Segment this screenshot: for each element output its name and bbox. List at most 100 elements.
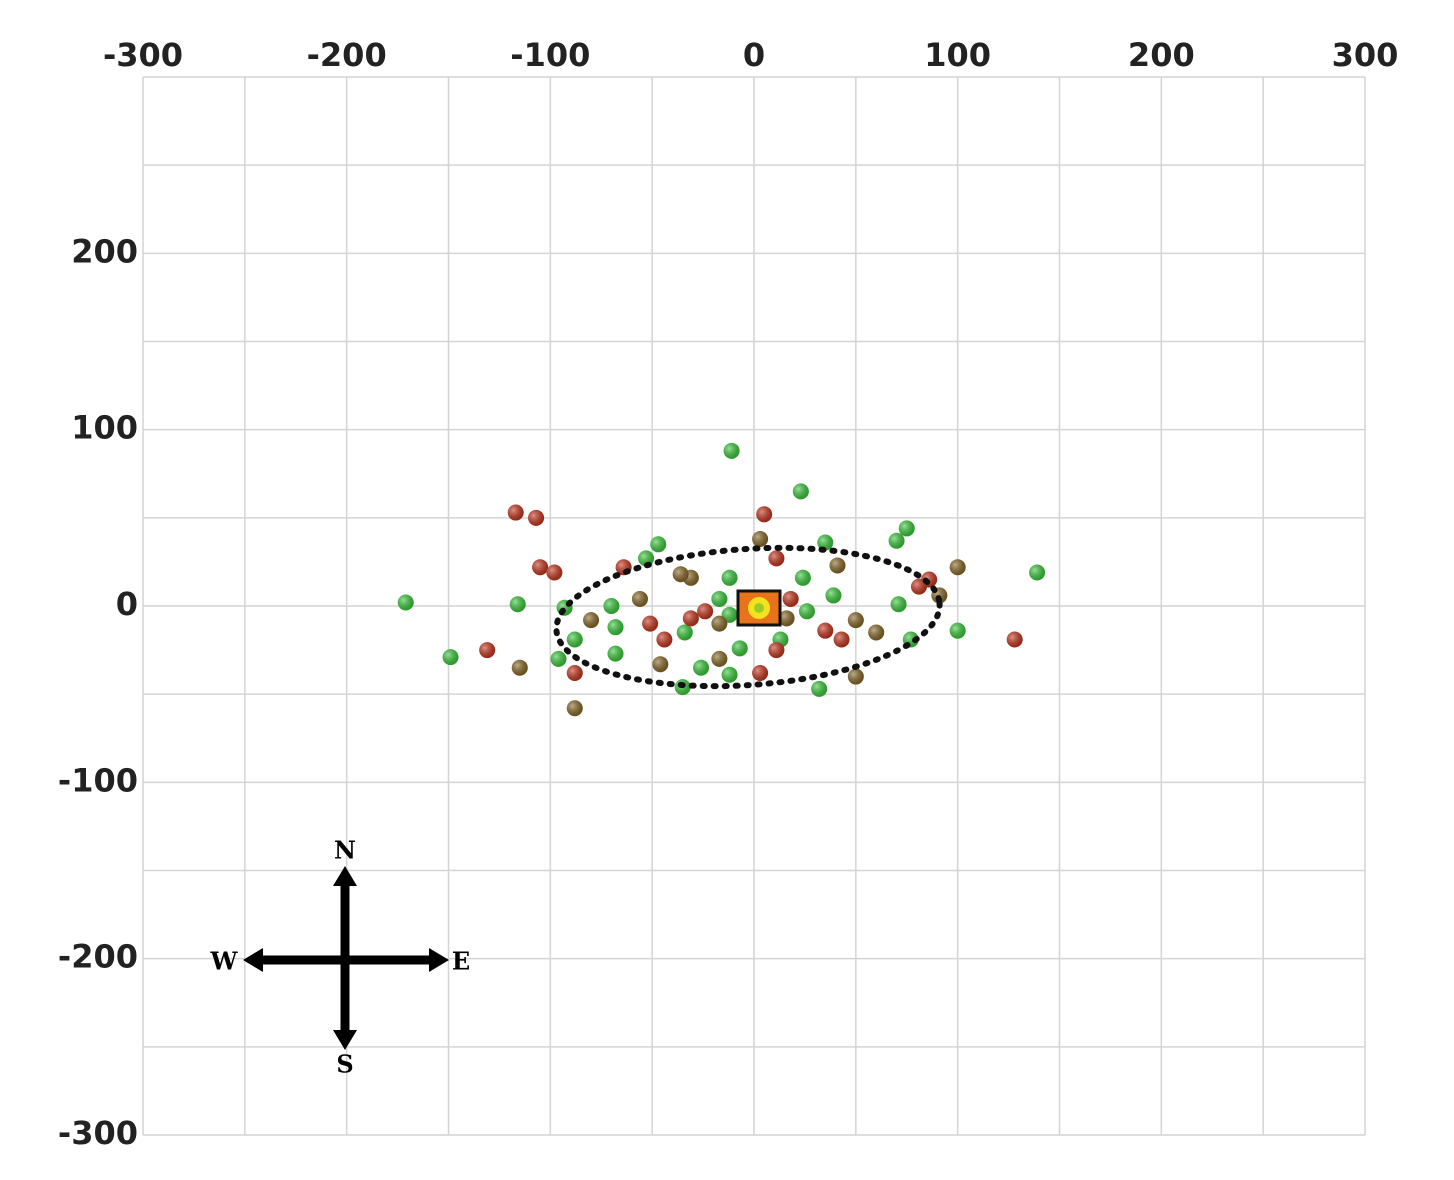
point-shade <box>603 598 620 614</box>
y-tick-label: -200 <box>58 938 138 976</box>
point-shade <box>817 622 834 639</box>
point <box>949 622 966 639</box>
compass-east: E <box>452 947 470 976</box>
point <box>888 532 905 549</box>
compass-west: W <box>210 947 239 976</box>
y-tick-label: 100 <box>71 409 138 447</box>
point-shade <box>910 578 927 595</box>
point-shade <box>888 532 905 549</box>
point <box>782 590 799 607</box>
point <box>509 596 526 613</box>
point-shade <box>479 642 496 659</box>
point-shade <box>778 610 795 627</box>
point-shade <box>731 640 748 657</box>
point-shade <box>507 504 524 521</box>
point <box>511 659 528 676</box>
y-tick-label: -100 <box>58 761 138 799</box>
point <box>731 640 748 657</box>
point <box>890 596 907 613</box>
point <box>868 624 885 641</box>
point-shade <box>1029 564 1046 581</box>
point-shade <box>682 610 699 627</box>
point-shade <box>528 509 545 526</box>
point-shade <box>532 559 549 576</box>
point-shade <box>794 569 811 586</box>
point <box>656 631 673 648</box>
point <box>566 631 583 648</box>
point-shade <box>442 649 459 666</box>
point-shade <box>847 612 864 629</box>
point <box>682 610 699 627</box>
point <box>532 559 549 576</box>
point-shade <box>711 590 728 607</box>
point-shade <box>642 615 659 632</box>
point-shade <box>949 622 966 639</box>
point <box>898 520 915 537</box>
x-tick-label: -100 <box>510 36 590 74</box>
point <box>833 631 850 648</box>
point-shade <box>566 665 583 682</box>
point-shade <box>693 659 710 676</box>
point-shade <box>798 603 815 620</box>
point-shade <box>676 624 693 641</box>
point <box>583 612 600 629</box>
point <box>550 650 567 667</box>
point <box>607 619 624 636</box>
point-shade <box>550 650 567 667</box>
point <box>1006 631 1023 648</box>
point-shade <box>697 603 714 620</box>
point <box>397 594 414 611</box>
point <box>798 603 815 620</box>
x-tick-label: 100 <box>924 36 991 74</box>
point <box>768 550 785 567</box>
point-shade <box>723 442 740 459</box>
x-tick-label: -300 <box>103 36 183 74</box>
x-tick-label: 300 <box>1332 36 1399 74</box>
point-shade <box>511 659 528 676</box>
point-shade <box>829 557 846 574</box>
point-shade <box>607 619 624 636</box>
point <box>825 587 842 604</box>
point <box>817 622 834 639</box>
point <box>910 578 927 595</box>
point <box>752 530 769 547</box>
point <box>607 645 624 662</box>
point <box>697 603 714 620</box>
point <box>711 615 728 632</box>
point <box>642 615 659 632</box>
point-shade <box>656 631 673 648</box>
point-shade <box>768 550 785 567</box>
point-shade <box>825 587 842 604</box>
point-shade <box>672 566 689 583</box>
point <box>693 659 710 676</box>
point <box>723 442 740 459</box>
x-tick-label: 0 <box>743 36 765 74</box>
point-shade <box>847 668 864 685</box>
point <box>711 590 728 607</box>
point-shade <box>650 536 667 553</box>
point-shade <box>833 631 850 648</box>
point-shade <box>1006 631 1023 648</box>
dotted-ellipse <box>553 544 943 690</box>
point-shade <box>898 520 915 537</box>
point <box>847 668 864 685</box>
point-shade <box>792 483 809 500</box>
point <box>721 666 738 683</box>
point-shade <box>752 530 769 547</box>
point-shade <box>711 650 728 667</box>
point <box>546 564 563 581</box>
point <box>778 610 795 627</box>
point-shade <box>782 590 799 607</box>
point <box>949 559 966 576</box>
y-tick-label: -300 <box>58 1114 138 1152</box>
point <box>794 569 811 586</box>
point <box>631 590 648 607</box>
point <box>603 598 620 614</box>
x-tick-label: 200 <box>1128 36 1195 74</box>
point <box>711 650 728 667</box>
point-shade <box>817 534 834 551</box>
point <box>566 665 583 682</box>
y-tick-label: 200 <box>71 232 138 270</box>
point <box>507 504 524 521</box>
compass-north: N <box>334 836 356 865</box>
